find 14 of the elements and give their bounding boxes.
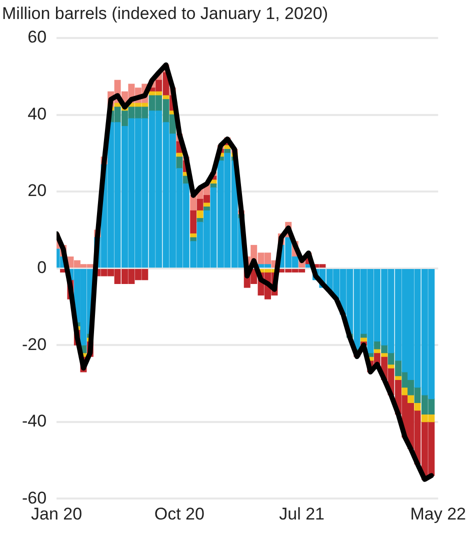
y-tick-label: 40: [28, 104, 47, 124]
x-tick-label: Jul 21: [279, 504, 325, 524]
bar: [190, 210, 197, 234]
y-axis-title: Million barrels (indexed to January 1, 2020): [2, 4, 328, 24]
y-tick-label: -40: [22, 412, 47, 431]
y-tick-label: 0: [37, 258, 47, 277]
y-tick-label: -20: [22, 334, 47, 354]
y-tick-label: 20: [28, 181, 47, 200]
bar: [176, 156, 183, 169]
x-tick-label: Oct 20: [154, 504, 204, 524]
bar: [196, 210, 204, 219]
x-tick-label: May 22: [410, 504, 466, 524]
bar: [408, 394, 414, 403]
y-tick-label: 60: [28, 28, 47, 47]
